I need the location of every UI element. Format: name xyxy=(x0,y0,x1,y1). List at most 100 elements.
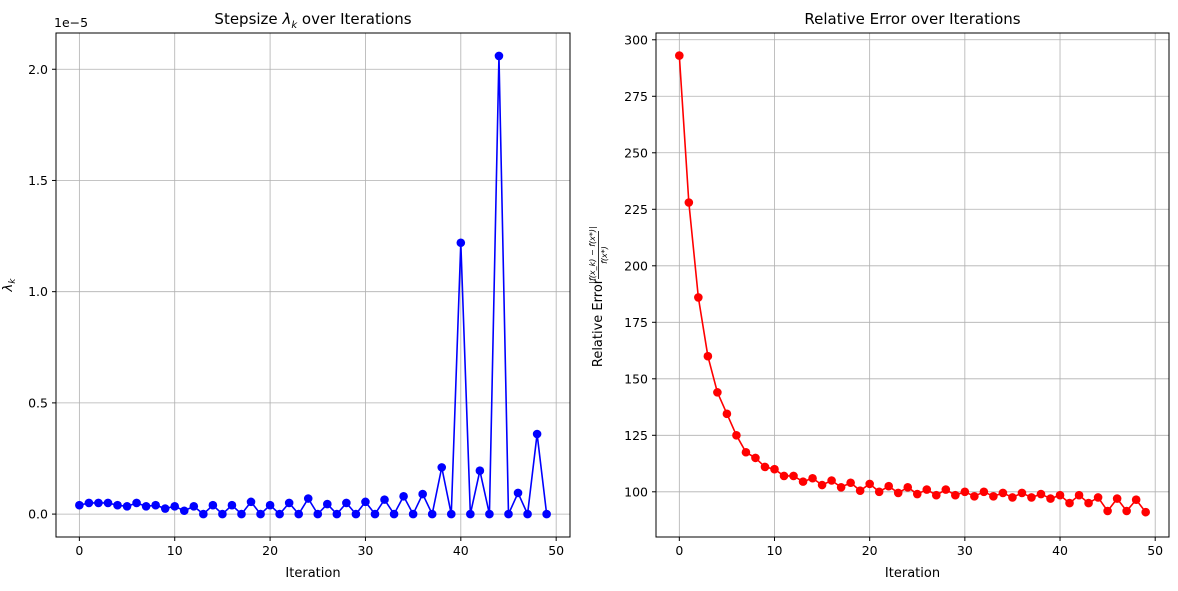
stepsize-y-tick-label: 0.0 xyxy=(28,507,48,522)
relative-error-data-point xyxy=(1093,493,1103,502)
stepsize-data-point xyxy=(199,509,208,519)
stepsize-chart-title: Stepsize λk over Iterations xyxy=(214,10,411,31)
relative-error-data-point xyxy=(1046,494,1055,503)
relative-error-data-point xyxy=(722,409,732,419)
stepsize-data-point xyxy=(303,494,313,503)
relative-error-data-point xyxy=(713,388,722,397)
stepsize-data-point xyxy=(418,489,427,499)
relative-error-data-point xyxy=(884,481,894,491)
stepsize-data-point xyxy=(513,488,523,498)
stepsize-data-point xyxy=(494,51,504,61)
stepsize-data-point xyxy=(313,509,323,519)
relative-error-data-point xyxy=(1036,489,1046,499)
stepsize-plot-frame xyxy=(55,32,571,538)
relative-error-y-axis-label: Relative Error |f(x_k) − f(x*)| f(x*) xyxy=(588,226,609,367)
relative-error-x-tick-label: 40 xyxy=(1052,543,1068,558)
stepsize-data-point xyxy=(332,509,342,519)
relative-error-data-point xyxy=(998,488,1008,498)
relative-error-plot-frame xyxy=(655,32,1170,538)
relative-error-x-tick-label: 10 xyxy=(767,543,783,558)
stepsize-data-point xyxy=(408,509,418,519)
relative-error-data-point xyxy=(989,492,998,501)
relative-error-data-point xyxy=(1131,495,1141,505)
stepsize-x-tick-label: 40 xyxy=(453,543,469,558)
relative-error-y-tick-label: 175 xyxy=(624,315,648,330)
relative-error-data-point xyxy=(770,464,779,474)
stepsize-data-point xyxy=(103,498,113,508)
relative-error-y-label-denominator: f(x*) xyxy=(600,246,609,264)
relative-error-data-point xyxy=(970,492,979,501)
relative-error-data-point xyxy=(684,198,694,207)
stepsize-data-point xyxy=(475,466,485,476)
stepsize-data-point xyxy=(437,463,447,472)
stepsize-data-point xyxy=(275,509,284,519)
relative-error-y-tick-label: 150 xyxy=(624,371,648,386)
stepsize-data-point xyxy=(370,509,380,519)
stepsize-data-point xyxy=(389,509,399,519)
relative-error-y-tick-label: 250 xyxy=(624,145,648,160)
relative-error-data-point xyxy=(798,477,808,486)
stepsize-series-line xyxy=(79,55,548,515)
stepsize-data-point xyxy=(427,509,437,519)
relative-error-data-point xyxy=(1112,494,1122,503)
relative-error-series-line xyxy=(678,55,1147,513)
stepsize-data-point xyxy=(189,502,199,511)
relative-error-y-tick-label: 200 xyxy=(624,258,648,273)
stepsize-y-tick-label: 2.0 xyxy=(28,62,48,77)
relative-error-data-point xyxy=(1084,498,1093,508)
relative-error-chart-title: Relative Error over Iterations xyxy=(804,10,1020,28)
stepsize-data-point xyxy=(380,495,389,504)
relative-error-data-point xyxy=(1122,506,1131,516)
relative-error-data-point xyxy=(855,486,865,495)
relative-error-x-axis-label: Iteration xyxy=(885,566,940,581)
stepsize-data-point xyxy=(485,509,494,519)
relative-error-data-point xyxy=(1055,490,1065,500)
stepsize-data-point xyxy=(113,500,122,510)
relative-error-data-point xyxy=(694,293,703,302)
stepsize-chart: 0 10 20 30 40 50 0.0 0.5 1.0 1.5 2.0 Stepsize λk o… xyxy=(1,10,571,581)
relative-error-data-point xyxy=(1008,493,1017,502)
stepsize-data-point xyxy=(265,500,275,510)
stepsize-data-point xyxy=(151,500,160,510)
stepsize-y-tick-label: 1.0 xyxy=(28,284,48,299)
relative-error-data-point xyxy=(922,485,932,494)
stepsize-data-point xyxy=(542,509,551,519)
relative-error-data-point xyxy=(760,462,770,472)
stepsize-data-point xyxy=(342,498,351,508)
relative-error-data-point xyxy=(703,351,713,361)
relative-error-data-point xyxy=(874,487,884,497)
relative-error-data-point xyxy=(865,479,874,489)
relative-error-data-point xyxy=(941,485,951,494)
stepsize-data-point xyxy=(504,509,513,519)
relative-error-y-tick-label: 125 xyxy=(624,428,648,443)
stepsize-data-point xyxy=(351,509,361,519)
stepsize-data-point xyxy=(160,504,170,513)
stepsize-data-point xyxy=(218,509,227,519)
relative-error-data-point xyxy=(1065,498,1074,508)
stepsize-y-offset-label: 1e−5 xyxy=(54,15,88,30)
stepsize-data-point xyxy=(170,502,180,511)
relative-error-data-point xyxy=(827,476,836,485)
relative-error-data-point xyxy=(675,51,684,60)
relative-error-data-point xyxy=(836,482,846,492)
relative-error-data-point xyxy=(808,473,817,483)
stepsize-data-point xyxy=(179,506,189,516)
relative-error-data-point xyxy=(751,453,760,463)
relative-error-data-point xyxy=(846,478,855,488)
relative-error-x-tick-label: 30 xyxy=(957,543,973,558)
stepsize-data-point xyxy=(523,509,532,519)
relative-error-chart: 0 10 20 30 40 50 100 125 150 175 200 225 250 275 300 R… xyxy=(588,10,1170,581)
stepsize-data-point xyxy=(361,497,370,507)
stepsize-x-tick-label: 30 xyxy=(357,543,373,558)
stepsize-x-axis-label: Iteration xyxy=(285,566,340,581)
stepsize-y-tick-label: 1.5 xyxy=(28,173,48,188)
relative-error-data-point xyxy=(817,480,827,490)
stepsize-data-point xyxy=(399,491,408,501)
relative-error-x-tick-label: 0 xyxy=(675,543,683,558)
relative-error-data-point xyxy=(931,490,941,500)
stepsize-data-point xyxy=(456,238,466,248)
relative-error-data-point xyxy=(1141,507,1150,517)
relative-error-data-point xyxy=(1103,506,1112,516)
relative-error-data-point xyxy=(893,488,903,498)
relative-error-data-point xyxy=(779,471,789,481)
